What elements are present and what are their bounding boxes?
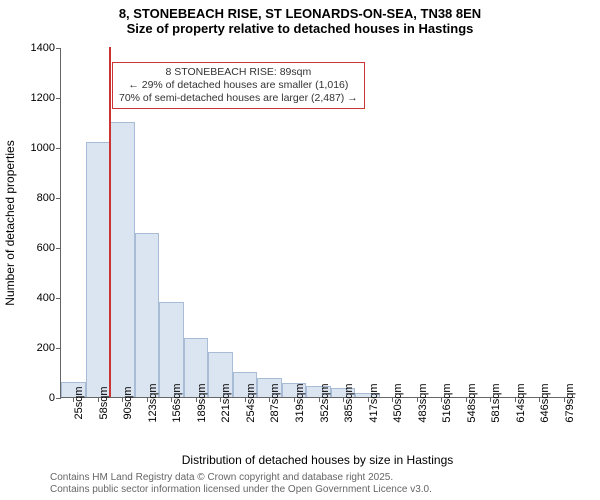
x-tick-label: 581sqm bbox=[490, 383, 502, 422]
y-tick-label: 1000 bbox=[31, 142, 55, 154]
y-tick-label: 600 bbox=[37, 242, 55, 254]
y-tick bbox=[56, 398, 61, 399]
x-tick-label: 189sqm bbox=[196, 383, 208, 422]
footer-line-1: Contains HM Land Registry data © Crown c… bbox=[50, 472, 432, 484]
y-axis-label: Number of detached properties bbox=[3, 140, 17, 305]
x-tick-label: 450sqm bbox=[392, 383, 404, 422]
x-tick-label: 156sqm bbox=[171, 383, 183, 422]
y-tick-label: 1200 bbox=[31, 92, 55, 104]
x-tick-label: 90sqm bbox=[122, 386, 134, 419]
y-tick-label: 400 bbox=[37, 292, 55, 304]
x-tick-label: 123sqm bbox=[147, 383, 159, 422]
histogram-bar bbox=[110, 122, 135, 397]
x-axis-label: Distribution of detached houses by size … bbox=[182, 453, 453, 467]
y-tick-label: 800 bbox=[37, 192, 55, 204]
x-tick-label: 287sqm bbox=[269, 383, 281, 422]
footer: Contains HM Land Registry data © Crown c… bbox=[50, 472, 432, 496]
annotation-line: 8 STONEBEACH RISE: 89sqm bbox=[119, 66, 358, 79]
y-tick-label: 0 bbox=[49, 392, 55, 404]
x-tick-label: 254sqm bbox=[245, 383, 257, 422]
y-tick-label: 200 bbox=[37, 342, 55, 354]
x-tick-label: 417sqm bbox=[368, 383, 380, 422]
x-tick-label: 319sqm bbox=[294, 383, 306, 422]
chart-container: 8, STONEBEACH RISE, ST LEONARDS-ON-SEA, … bbox=[0, 0, 600, 500]
title-block: 8, STONEBEACH RISE, ST LEONARDS-ON-SEA, … bbox=[0, 0, 600, 36]
annotation-line: 70% of semi-detached houses are larger (… bbox=[119, 92, 358, 105]
histogram-bar bbox=[135, 233, 160, 397]
x-tick-label: 221sqm bbox=[220, 383, 232, 422]
y-tick bbox=[56, 98, 61, 99]
x-tick-label: 25sqm bbox=[73, 386, 85, 419]
x-tick-label: 483sqm bbox=[417, 383, 429, 422]
x-tick-label: 385sqm bbox=[343, 383, 355, 422]
footer-line-2: Contains public sector information licen… bbox=[50, 484, 432, 496]
y-tick-label: 1400 bbox=[31, 42, 55, 54]
x-tick-label: 646sqm bbox=[539, 383, 551, 422]
y-tick bbox=[56, 298, 61, 299]
x-tick-label: 352sqm bbox=[319, 383, 331, 422]
marker-line bbox=[109, 47, 111, 397]
y-tick bbox=[56, 248, 61, 249]
x-tick-label: 548sqm bbox=[466, 383, 478, 422]
x-tick-label: 516sqm bbox=[441, 383, 453, 422]
title-line-2: Size of property relative to detached ho… bbox=[0, 21, 600, 36]
y-tick bbox=[56, 148, 61, 149]
y-tick bbox=[56, 48, 61, 49]
annotation-box: 8 STONEBEACH RISE: 89sqm← 29% of detache… bbox=[112, 62, 365, 109]
annotation-line: ← 29% of detached houses are smaller (1,… bbox=[119, 79, 358, 92]
title-line-1: 8, STONEBEACH RISE, ST LEONARDS-ON-SEA, … bbox=[0, 6, 600, 21]
histogram-bar bbox=[86, 142, 111, 397]
x-tick-label: 614sqm bbox=[515, 383, 527, 422]
y-tick bbox=[56, 198, 61, 199]
y-tick bbox=[56, 348, 61, 349]
x-tick-label: 679sqm bbox=[564, 383, 576, 422]
